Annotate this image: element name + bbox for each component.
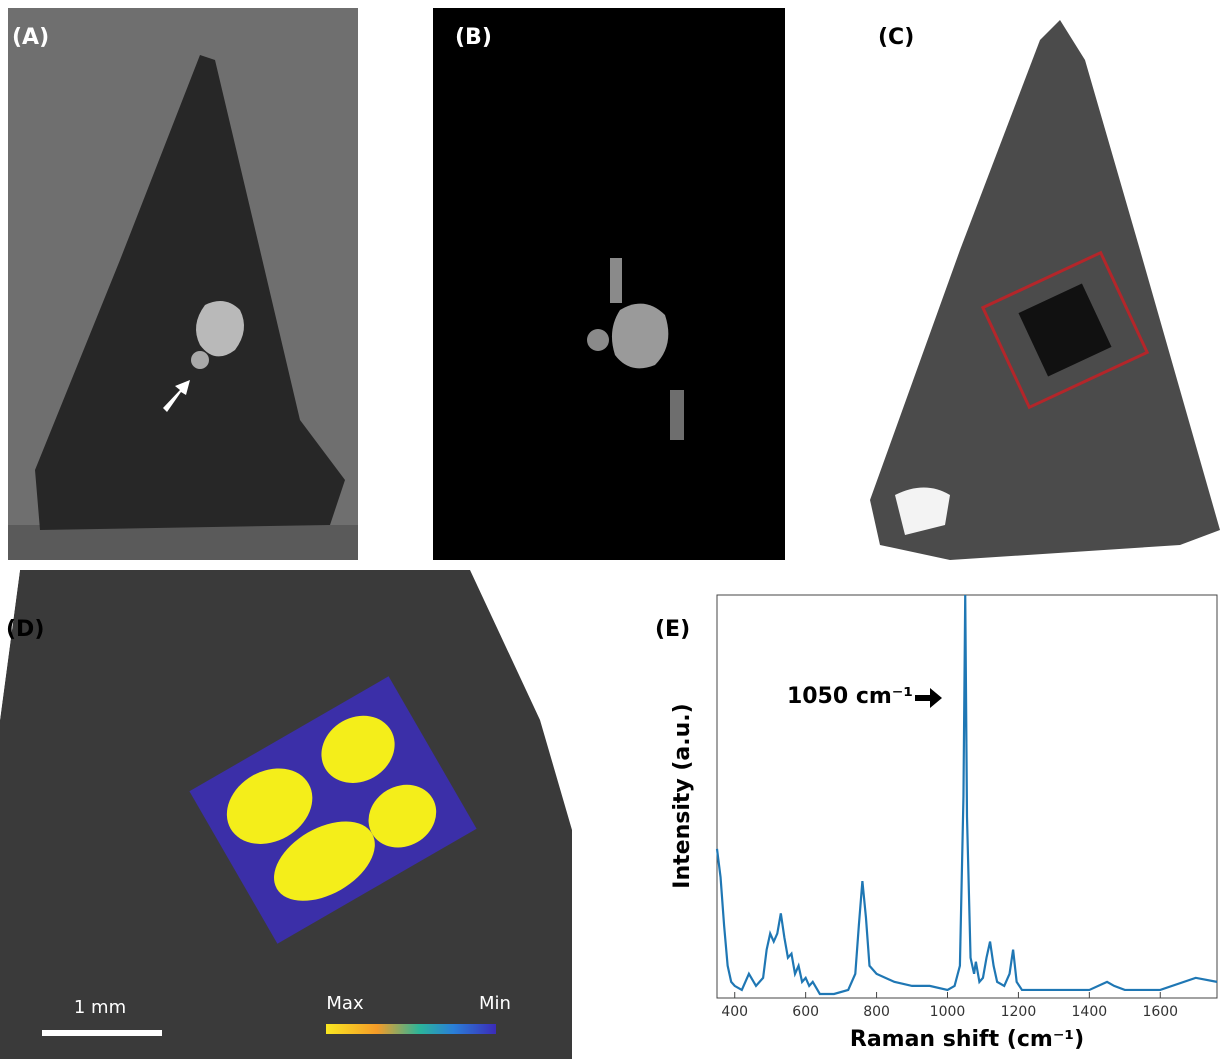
spectrum-line [717, 595, 1217, 994]
x-axis-label: Raman shift (cm⁻¹) [850, 1027, 1084, 1052]
colorbar-max: Max [326, 993, 364, 1014]
panel-label: (C) [878, 25, 914, 50]
annotation: 1050 cm⁻¹ [787, 684, 913, 709]
panel-label: (D) [6, 617, 44, 642]
panel-c-image [870, 20, 1220, 560]
scale-bar-label: 1 mm [74, 997, 126, 1018]
panel-label: (A) [12, 25, 49, 50]
x-tick-label: 1400 [1072, 1004, 1108, 1020]
x-tick-label: 800 [863, 1004, 890, 1020]
figure: (A) (B) (C) (D) 1 mm Max Min (E) [0, 0, 1222, 1059]
x-tick-label: 400 [721, 1004, 748, 1020]
panel-label: (E) [655, 617, 690, 642]
panel-d-image [0, 570, 572, 1059]
panel-label: (B) [455, 25, 492, 50]
x-tick-label: 1200 [1001, 1004, 1037, 1020]
x-tick-label: 600 [792, 1004, 819, 1020]
panel-b-image [433, 8, 785, 560]
x-tick-label: 1600 [1142, 1004, 1178, 1020]
panel-a-image [8, 8, 358, 560]
y-axis-label: Intensity (a.u.) [670, 703, 695, 888]
colorbar-min: Min [479, 993, 511, 1014]
annotation-arrow [915, 688, 942, 708]
x-tick-label: 1000 [930, 1004, 966, 1020]
